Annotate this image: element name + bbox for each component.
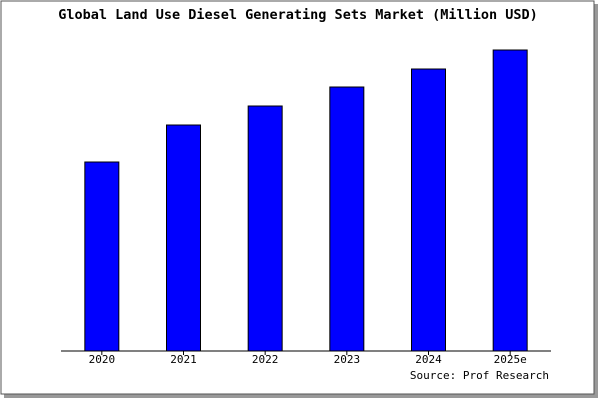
x-tick-label: 2025e (494, 353, 527, 366)
bar (247, 105, 283, 352)
x-tick-label: 2023 (334, 353, 361, 366)
bar (411, 68, 446, 352)
bar (166, 124, 201, 352)
bar (84, 161, 120, 352)
x-tick-label: 2022 (252, 353, 279, 366)
x-tick-label: 2021 (170, 353, 197, 366)
chart-title: Global Land Use Diesel Generating Sets M… (58, 7, 538, 23)
bar (329, 86, 365, 352)
bar (492, 49, 528, 352)
x-tick-label: 2020 (89, 353, 116, 366)
x-tick-label: 2024 (415, 353, 442, 366)
source-note: Source: Prof Research (410, 369, 549, 382)
